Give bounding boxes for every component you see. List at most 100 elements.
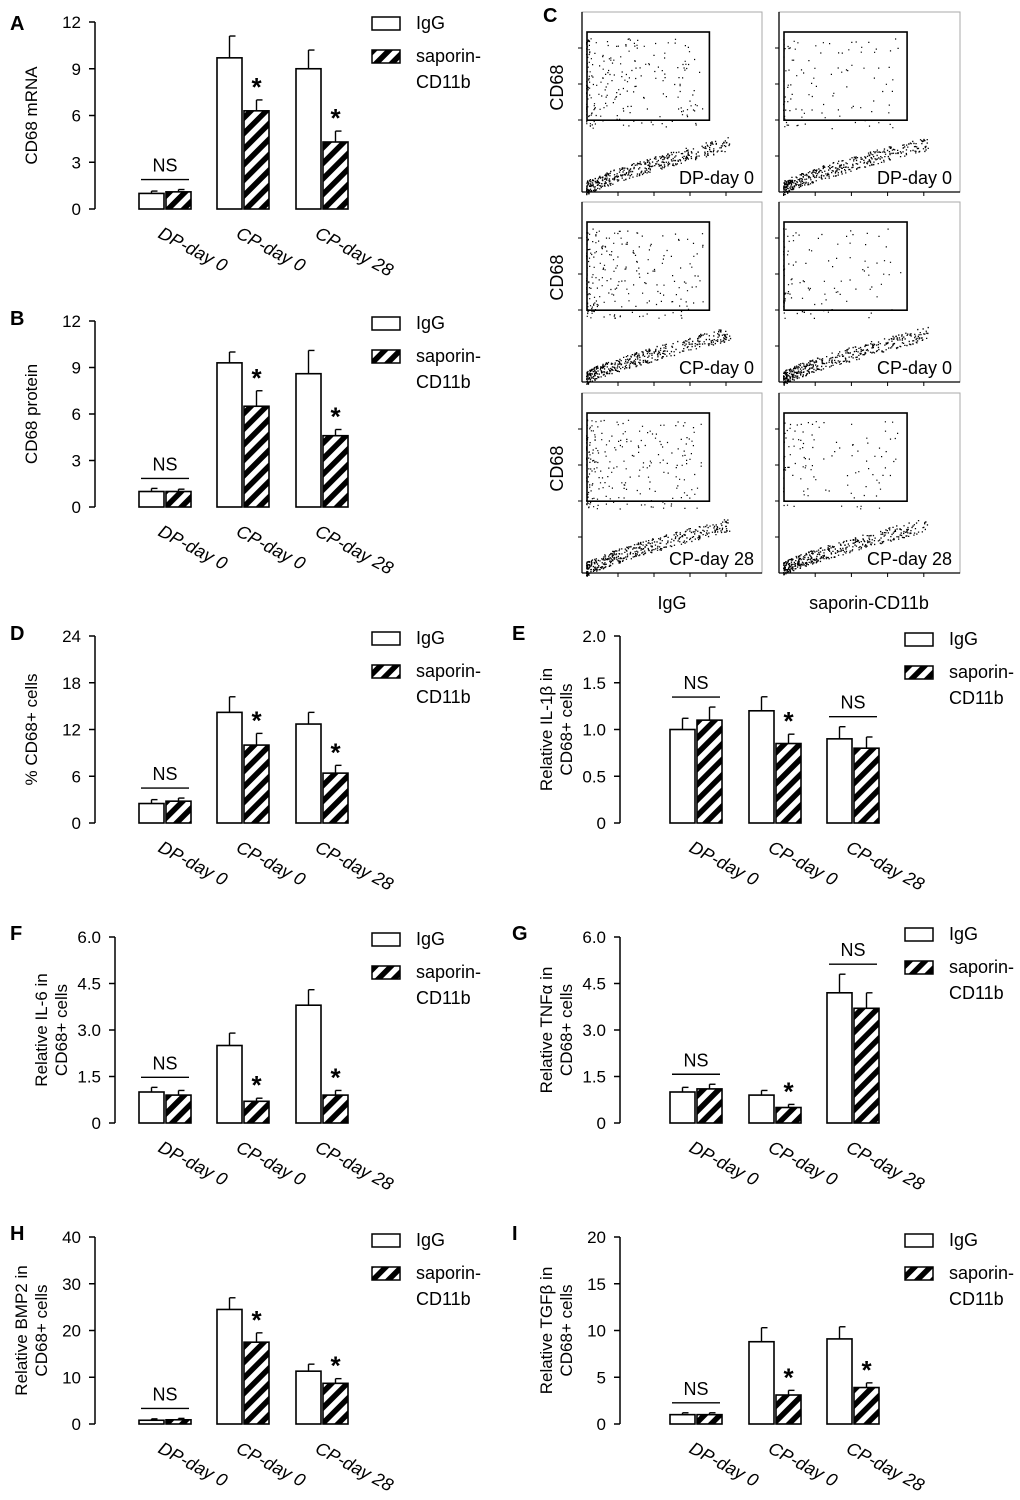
y-tick-label: 6 [72,405,81,424]
legend-label-saporin-line2: CD11b [949,983,1004,1003]
y-tick-label: 10 [587,1322,606,1341]
legend-swatch-saporin [904,960,934,975]
y-tick-label: 20 [587,1228,606,1247]
bar-igg [295,372,322,508]
panel-letter: H [10,1223,24,1245]
y-tick-label: 9 [72,359,81,378]
bar-igg [826,1338,853,1425]
x-category-label: CP-day 0 [765,837,841,890]
bar-igg [138,1091,165,1124]
legend-swatch-igg [904,927,934,942]
bar-saporin-cd11b [322,1382,349,1425]
flow-plot-3-2: CP-day 28 [775,392,961,577]
x-category-label: DP-day 0 [686,1137,762,1190]
bar-saporin-cd11b [775,742,802,824]
bar-saporin-cd11b [322,1094,349,1124]
flow-plot-label: DP-day 0 [679,168,754,188]
bar-igg [138,802,165,824]
flow-y-label: CD68 [547,65,567,111]
bar-igg [216,57,243,210]
flow-plot-frame [581,201,763,383]
legend-swatch-igg [371,316,401,331]
legend-label-igg: IgG [416,929,445,949]
bar-saporin-cd11b [165,800,192,824]
legend-label-saporin-line2: CD11b [416,687,471,707]
panel-letter: B [10,308,24,330]
legend-label-saporin-line1: saporin- [949,662,1014,682]
panel-letter: C [543,5,557,27]
y-tick-label: 0 [72,814,81,833]
flow-column-label-saporin: saporin-CD11b [809,593,929,613]
x-category-label: CP-day 28 [843,1137,927,1195]
y-tick-label: 0 [597,1415,606,1434]
ns-label: NS [152,1384,177,1404]
bar-igg [669,1091,696,1124]
legend-label-saporin-line1: saporin- [416,46,481,66]
legend-label-saporin-line2: CD11b [416,372,471,392]
flow-cytometry-panel: C CD68 DP-day 0 DP-day 0 CD68 CP-day 0 CP-day … [543,5,961,613]
chart-panel-b: B 0 3 6 9 12 CD68 protein NS DP-day 0 * CP-day 0 * C… [10,308,481,578]
bar-igg [669,1413,696,1425]
panel-letter: I [512,1223,518,1245]
ns-label: NS [152,764,177,784]
y-tick-label: 0 [72,1415,81,1434]
x-category-label: DP-day 0 [686,837,762,890]
bar-saporin-cd11b [243,1341,270,1425]
flow-events [586,228,732,385]
flow-column-label-igg: IgG [657,593,686,613]
y-tick-label: 24 [62,627,81,646]
bar-saporin-cd11b [165,1418,192,1425]
bar-igg [295,723,322,824]
x-category-label: CP-day 28 [312,1137,396,1195]
x-category-label: CP-day 0 [233,521,309,574]
legend-swatch-saporin [371,349,401,364]
y-tick-label: 5 [597,1368,606,1387]
significance-star: * [330,1351,341,1381]
y-tick-label: 1.5 [582,674,606,693]
legend-label-saporin-line2: CD11b [949,688,1004,708]
x-category-label: CP-day 0 [233,1438,309,1491]
legend: IgG saporin- CD11b [371,929,481,1008]
significance-star: * [783,1076,794,1106]
x-category-label: CP-day 28 [312,521,396,579]
ns-label: NS [683,1379,708,1399]
bar-igg [295,67,322,210]
x-category-label: DP-day 0 [686,1438,762,1491]
legend-label-saporin-line1: saporin- [416,346,481,366]
significance-star: * [330,402,341,432]
significance-star: * [251,72,262,102]
legend-label-igg: IgG [949,629,978,649]
ns-label: NS [152,156,177,176]
significance-star: * [251,1070,262,1100]
x-category-label: CP-day 28 [843,837,927,895]
y-tick-label: 0.5 [582,767,606,786]
x-category-label: CP-day 0 [233,837,309,890]
legend-label-saporin-line1: saporin- [949,1263,1014,1283]
legend-swatch-saporin [371,965,401,980]
bar-igg [748,1094,775,1124]
x-category-label: CP-day 0 [765,1137,841,1190]
y-tick-label: 0 [597,814,606,833]
legend-swatch-igg [904,1233,934,1248]
panel-letter: F [10,923,22,945]
legend-swatch-saporin [904,1266,934,1281]
y-axis-label-line1: Relative TNFα in [537,967,556,1094]
legend: IgG saporin- CD11b [904,629,1014,708]
significance-star: * [330,737,341,767]
y-tick-label: 1.5 [77,1068,101,1087]
bar-igg [295,1370,322,1425]
y-tick-label: 3 [72,153,81,172]
flow-plot-2-1: CP-day 0 [578,201,763,386]
y-axis-label-line2: CD68+ cells [32,1284,51,1376]
chart-panel-e: E 0 0.5 1.0 1.5 2.0 Relative IL-1β in CD68+ cel… [512,623,1014,894]
y-axis-label-line1: Relative IL-1β in [537,668,556,791]
flow-plot-label: CP-day 0 [877,358,952,378]
legend-swatch-igg [371,631,401,646]
y-tick-label: 12 [62,13,81,32]
y-tick-label: 9 [72,60,81,79]
y-tick-label: 1.5 [582,1068,606,1087]
bar-igg [826,738,853,824]
y-tick-label: 12 [62,721,81,740]
chart-panel-g: G 0 1.5 3.0 4.5 6.0 Relative TNFα in CD68+ cell… [512,923,1014,1194]
bar-igg [138,1419,165,1425]
